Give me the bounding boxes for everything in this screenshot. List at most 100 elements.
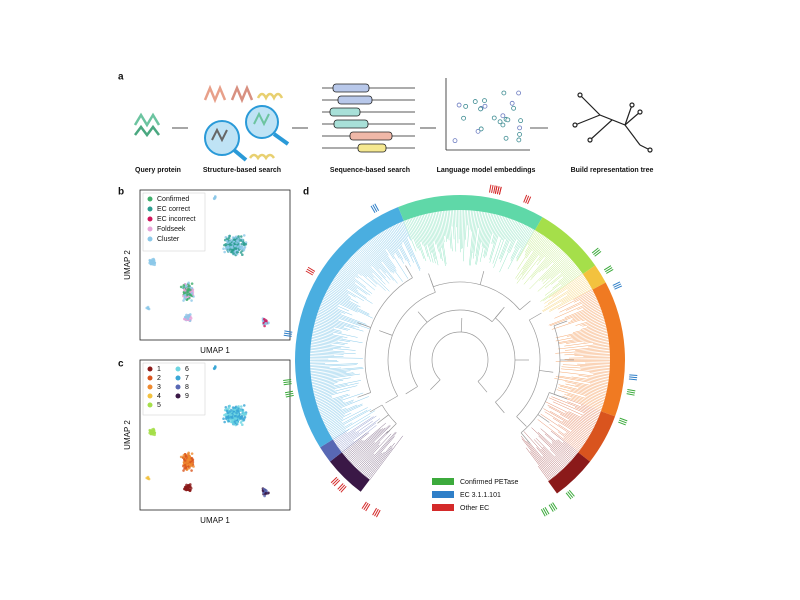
tree-branch <box>552 275 584 297</box>
tree-branch <box>530 451 552 479</box>
tree-branch <box>380 232 395 255</box>
tree-branch <box>321 408 347 419</box>
tree-branch <box>330 283 349 295</box>
annotation-tick <box>567 491 574 499</box>
annotation-tick <box>568 489 575 497</box>
tree-branch <box>328 286 359 304</box>
tree-branch <box>402 221 411 241</box>
tree-branch <box>520 432 531 444</box>
annotation-tick <box>496 186 500 195</box>
tree-branch <box>475 211 485 265</box>
tree-branch <box>536 447 559 473</box>
tree-branch <box>461 210 463 249</box>
tree-branch <box>551 443 572 461</box>
tree-branch <box>515 235 545 279</box>
tree-branch <box>377 414 389 424</box>
clade-ring <box>320 439 342 462</box>
tree-branch <box>491 215 500 244</box>
annotation-tick <box>544 506 550 515</box>
tree-branch <box>525 231 538 253</box>
tree-branch <box>568 411 596 425</box>
tree-branch <box>334 277 367 299</box>
tree-branch <box>467 210 469 226</box>
point <box>190 299 193 302</box>
tree-branch <box>590 383 608 388</box>
tree-branch <box>311 373 355 380</box>
point <box>190 469 193 472</box>
point <box>497 119 503 125</box>
tree-branch <box>529 312 542 321</box>
tree-branch <box>537 419 580 452</box>
annotation-tick <box>285 392 294 396</box>
tree-branch <box>348 427 386 461</box>
tree-branch <box>517 233 541 270</box>
tree-branch <box>516 229 536 262</box>
clade-ring <box>294 207 404 448</box>
annotation-tick <box>618 419 627 424</box>
legend-marker <box>175 393 181 399</box>
tree-branch <box>336 274 358 290</box>
tree-branch <box>447 210 452 249</box>
legend-swatch <box>432 504 454 511</box>
annotation-tick <box>363 502 369 511</box>
tree-branch <box>457 210 459 244</box>
point <box>224 413 228 416</box>
tree-branch <box>578 375 609 380</box>
tree-branch <box>335 275 359 292</box>
panel-label: d <box>303 187 309 198</box>
tree-branch <box>317 312 339 320</box>
tree-branch <box>531 427 570 464</box>
tree-branch <box>399 222 421 270</box>
tree-branch <box>379 330 393 336</box>
annotation-tick <box>283 383 292 386</box>
tree-branch <box>369 239 395 273</box>
tree-branch <box>421 214 432 253</box>
tree-branch <box>538 465 550 481</box>
point <box>505 117 511 123</box>
tree-branch <box>325 293 370 316</box>
tree-branch <box>557 290 594 310</box>
tree-branch <box>498 216 506 237</box>
annotation-tick <box>612 281 621 286</box>
legend-label: 9 <box>185 393 189 400</box>
tree-branch <box>365 445 392 478</box>
tree-branch <box>335 415 377 444</box>
point <box>516 137 522 143</box>
tree-branch <box>544 263 575 289</box>
point <box>478 126 484 132</box>
legend-label: 2 <box>157 375 161 382</box>
tree-branch <box>349 425 390 463</box>
tree-branch <box>318 401 344 411</box>
tree-branch <box>326 292 370 315</box>
point <box>190 292 194 295</box>
legend-swatch <box>432 491 454 498</box>
tree-branch <box>554 455 566 467</box>
tree-branch <box>349 258 378 285</box>
tree-branch <box>333 432 347 441</box>
annotation-tick <box>306 268 315 274</box>
annotation-tick <box>332 478 339 485</box>
tree-branch <box>323 296 358 313</box>
tree-branch <box>338 418 381 449</box>
tree-branch <box>555 349 610 354</box>
tree-branch <box>550 259 572 279</box>
tree-branch <box>338 272 371 296</box>
tree-branch <box>489 216 505 263</box>
tree-branch <box>353 254 373 274</box>
annotation-tick <box>626 391 635 394</box>
annotation-tick <box>372 204 378 212</box>
point <box>517 125 523 131</box>
tree-branch <box>550 430 579 453</box>
tree-branch <box>406 219 418 249</box>
point <box>183 293 187 297</box>
tree-branch <box>549 306 601 327</box>
tree-branch <box>460 318 463 333</box>
tree-branch <box>310 357 363 359</box>
annotation-tick <box>565 492 572 500</box>
step-label: Build representation tree <box>571 167 654 174</box>
tree-branch <box>310 347 334 350</box>
tree-branch <box>530 247 560 281</box>
tree-branch <box>314 323 335 329</box>
tree-branch <box>323 404 363 424</box>
tree-branch <box>574 350 610 354</box>
